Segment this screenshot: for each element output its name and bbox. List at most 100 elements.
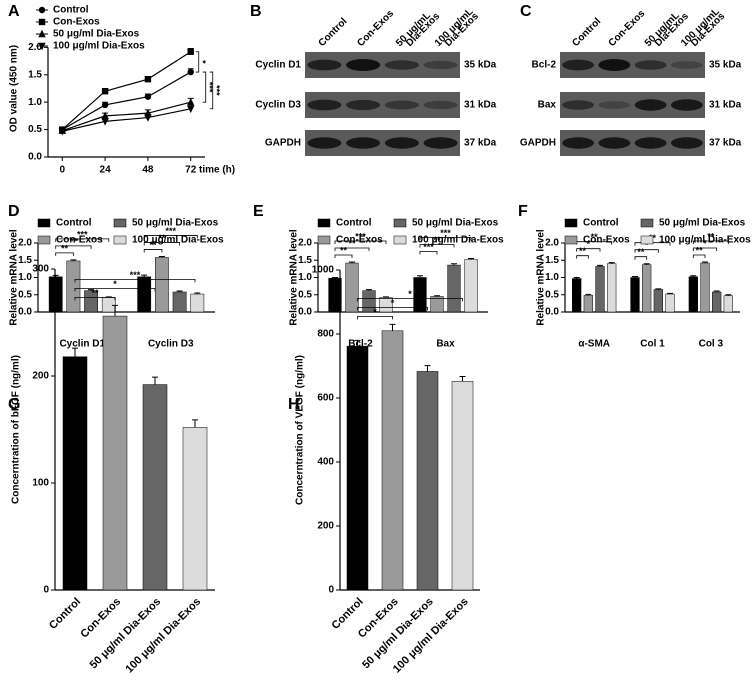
significance-label: *: [645, 240, 649, 250]
legend-label: Control: [56, 218, 92, 229]
panel-letter: D: [8, 203, 20, 220]
significance-bracket: [634, 249, 659, 253]
error-bar: [194, 292, 201, 295]
band: [562, 100, 595, 110]
bar: [451, 381, 474, 591]
y-tick-label: 0.5: [28, 124, 42, 135]
significance-label: **: [340, 245, 348, 255]
panel-letter: A: [8, 3, 20, 20]
significance-label: *: [587, 239, 591, 249]
y-tick-label: 1.5: [28, 69, 42, 80]
bar: [101, 297, 116, 313]
legend-label: Con-Exos: [336, 235, 383, 246]
x-tick-label: 100 μg/ml Dia-Exos: [123, 596, 203, 676]
y-tick-label: 0.5: [18, 289, 32, 300]
band: [634, 60, 667, 70]
significance-label: **: [579, 246, 587, 256]
bar: [155, 257, 169, 313]
point: [101, 111, 109, 120]
significance-bracket: [692, 247, 718, 251]
size-label: 35 kDa: [709, 60, 742, 71]
x-tick-label: Cyclin D3: [148, 339, 194, 350]
panel-letter: E: [253, 203, 264, 220]
bar: [642, 264, 652, 313]
error-bar: [573, 277, 580, 279]
point: [101, 88, 109, 95]
y-tick-label: 1.5: [545, 255, 559, 266]
significance-bracket: [357, 316, 393, 320]
bar: [723, 295, 733, 313]
point: [144, 114, 152, 122]
significance-bracket: [419, 237, 472, 241]
band: [307, 137, 342, 149]
y-tick-label: 200: [317, 521, 334, 532]
error-bar: [158, 255, 165, 258]
legend-swatch: [113, 235, 127, 245]
point: [144, 75, 152, 83]
x-tick-label: α-SMA: [578, 339, 610, 350]
legend-swatch: [37, 235, 51, 245]
x-tick-label: 0: [59, 165, 65, 176]
series-line: [62, 108, 191, 132]
y-tick-label: 1.5: [18, 255, 32, 266]
bar: [62, 356, 88, 591]
bar: [430, 296, 444, 313]
point: [101, 101, 109, 109]
error-bar: [585, 293, 592, 296]
lane-label: Control: [570, 16, 603, 49]
band: [670, 99, 703, 111]
significance-label: ***: [204, 82, 214, 93]
y-axis-label: Relative mRNA level: [289, 229, 300, 326]
size-label: 31 kDa: [709, 100, 742, 111]
series-line: [61, 51, 192, 131]
significance-bracket: [209, 71, 214, 110]
y-tick-label: 800: [317, 329, 334, 340]
band: [634, 137, 667, 149]
significance-label: *: [113, 279, 117, 289]
error-bar: [332, 277, 338, 279]
significance-label: *: [391, 298, 395, 308]
panel-letter: F: [518, 203, 528, 220]
y-tick-label: 0.5: [298, 289, 312, 300]
x-tick-label: 50 μg/ml Dia-Exos: [88, 596, 163, 671]
x-tick-label: Col 3: [699, 339, 724, 350]
bar: [381, 330, 404, 591]
band: [346, 137, 381, 149]
error-bar: [434, 295, 440, 297]
significance-label: **: [150, 240, 158, 250]
legend-label: 100 μg/ml Dia-Exos: [659, 235, 751, 246]
error-bar: [655, 288, 662, 290]
band: [384, 137, 419, 149]
bar: [190, 293, 205, 313]
y-tick-label: 1000: [312, 265, 335, 276]
legend-swatch: [640, 235, 654, 245]
band: [670, 137, 703, 149]
band: [423, 60, 458, 70]
error-bar: [468, 258, 474, 260]
significance-bracket: [419, 244, 455, 248]
significance-bracket: [55, 252, 74, 256]
point: [58, 128, 66, 136]
bar: [712, 291, 722, 313]
legend-marker: [38, 29, 46, 38]
significance-bracket: [143, 242, 180, 246]
bar: [630, 277, 640, 313]
x-tick-label: 72: [185, 165, 197, 176]
row-label: GAPDH: [520, 138, 556, 149]
error-bar: [713, 290, 720, 292]
band: [307, 59, 342, 71]
y-tick-label: 0: [43, 585, 49, 596]
significance-bracket: [357, 307, 428, 311]
x-tick-label: Col 1: [640, 339, 665, 350]
significance-bracket: [357, 298, 463, 302]
y-axis-label: Relative mRNA level: [536, 229, 547, 326]
band: [634, 99, 667, 111]
significance-bracket: [195, 51, 200, 73]
error-bar: [725, 294, 732, 296]
significance-label: ***: [77, 229, 88, 239]
legend-label: 50 μg/ml Dia-Exos: [53, 29, 140, 40]
y-tick-label: 1.5: [298, 255, 312, 266]
error-bar: [389, 323, 396, 331]
significance-bracket: [419, 251, 438, 255]
